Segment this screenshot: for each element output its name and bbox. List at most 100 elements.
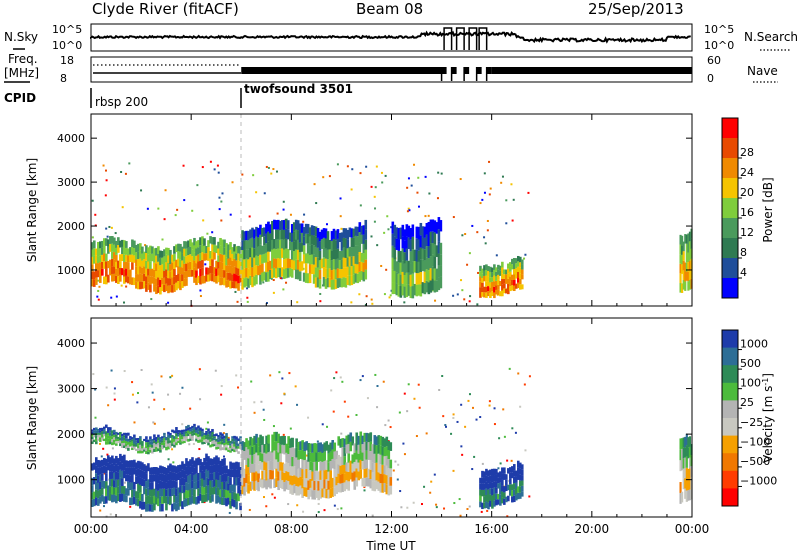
- colorbar-cell: [722, 238, 738, 259]
- heatmap-feature: [479, 255, 524, 299]
- colorbar-cell: [722, 382, 738, 401]
- velocity-data: [91, 367, 693, 518]
- y-tick-label: 4000: [57, 337, 85, 350]
- colorbar-cell: [722, 330, 738, 349]
- colorbar-tick-label: 25: [740, 396, 754, 409]
- colorbar-cell: [722, 470, 738, 489]
- beam-title: Beam 08: [356, 0, 424, 18]
- colorbar-cell: [722, 488, 738, 507]
- x-tick-label: 16:00: [474, 522, 509, 536]
- velocity-panel: 1000 2000 3000 4000 00:00 04:00 08:00 12:00 16:…: [25, 317, 777, 553]
- heatmap-feature: [241, 218, 368, 290]
- colorbar-cell: [722, 118, 738, 139]
- y-tick-label: 4000: [57, 132, 85, 145]
- velocity-colorbar: 1000 500 100 25 −25 −100 −500 −1000: [721, 329, 777, 507]
- x-tick-label: 08:00: [274, 522, 309, 536]
- freq-label-2: [MHz]: [4, 66, 39, 80]
- power-colorbar: 4 8 12 16 20 24 28: [721, 117, 754, 299]
- colorbar-cell: [722, 435, 738, 454]
- velocity-x-axis: 00:00 04:00 08:00 12:00 16:00 20:00 00:00: [74, 318, 710, 536]
- noise-right-tick-bottom: 10^0: [704, 39, 734, 52]
- colorbar-cell: [722, 138, 738, 159]
- cpid-rbsp: rbsp 200: [95, 95, 148, 109]
- x-tick-label: 04:00: [174, 522, 209, 536]
- colorbar-tick-label: −25: [740, 416, 763, 429]
- noise-left-tick-bottom: 10^0: [52, 39, 82, 52]
- colorbar-cell: [722, 347, 738, 366]
- x-tick-label: 12:00: [374, 522, 409, 536]
- power-data: [91, 160, 693, 307]
- noise-sky-line: [90, 30, 691, 44]
- colorbar-cell: [722, 198, 738, 219]
- colorbar-cell: [722, 365, 738, 384]
- station-title: Clyde River (fitACF): [92, 0, 239, 18]
- freq-label-1: Freq.: [8, 52, 38, 66]
- colorbar-tick-label: 20: [740, 186, 754, 199]
- nsky-label: N.Sky: [4, 30, 38, 44]
- colorbar-tick-label: −100: [740, 435, 770, 448]
- date-title: 25/Sep/2013: [588, 0, 684, 18]
- x-axis-label: Time UT: [365, 539, 416, 553]
- colorbar-cell: [722, 258, 738, 279]
- nave-right-tick-bottom: 0: [707, 72, 714, 85]
- velocity-y-label: Slant Range [km]: [25, 366, 39, 470]
- heatmap-feature: [241, 431, 393, 501]
- power-x-ticks: [90, 114, 693, 306]
- colorbar-cell: [722, 453, 738, 472]
- colorbar-cell: [722, 278, 738, 299]
- heatmap-feature: [391, 217, 443, 299]
- nave-label: Nave: [747, 64, 778, 78]
- y-tick-label: 3000: [57, 176, 85, 189]
- power-y-label: Slant Range [km]: [25, 158, 39, 262]
- freq-strip: Freq. [MHz] 18 8 60 0 Nave: [4, 52, 778, 85]
- y-tick-label: 1000: [57, 474, 85, 487]
- y-tick-label: 3000: [57, 383, 85, 396]
- colorbar-cell: [722, 418, 738, 437]
- colorbar-cell: [722, 218, 738, 239]
- power-y-axis: 1000 2000 3000 4000: [57, 132, 692, 277]
- colorbar-tick-label: −1000: [740, 474, 777, 487]
- x-tick-label: 00:00: [74, 522, 109, 536]
- heatmap-feature: [91, 423, 242, 455]
- colorbar-tick-label: 28: [740, 146, 754, 159]
- colorbar-cell: [722, 400, 738, 419]
- nave-right-tick-top: 60: [707, 54, 721, 67]
- heatmap-feature: [679, 433, 693, 504]
- power-colorbar-label: Power [dB]: [761, 177, 775, 242]
- x-tick-label: 20:00: [575, 522, 610, 536]
- y-tick-label: 1000: [57, 264, 85, 277]
- cpid-twofsound: twofsound 3501: [244, 82, 353, 96]
- colorbar-tick-label: 16: [740, 206, 754, 219]
- freq-left-tick-top: 18: [60, 54, 74, 67]
- noise-strip: N.Sky 10^5 10^0 10^5 10^0 N.Search: [4, 23, 798, 52]
- colorbar-tick-label: −500: [740, 455, 770, 468]
- colorbar-tick-label: 100: [740, 377, 761, 390]
- freq-left-tick-bottom: 8: [60, 72, 67, 85]
- x-tick-label: 00:00: [675, 522, 710, 536]
- velocity-colorbar-label: Velocity [m s-1]: [761, 373, 775, 463]
- colorbar-tick-label: 24: [740, 166, 754, 179]
- colorbar-cell: [722, 178, 738, 199]
- noise-search-line: [443, 27, 488, 50]
- y-tick-label: 2000: [57, 428, 85, 441]
- velocity-y-axis: 1000 2000 3000 4000: [57, 337, 692, 487]
- heatmap-feature: [479, 460, 524, 510]
- power-panel: 1000 2000 3000 4000 Slant Range [km] 4 8 12 16…: [25, 113, 775, 307]
- colorbar-tick-label: 500: [740, 357, 761, 370]
- cpid-strip: CPID rbsp 200 twofsound 3501: [4, 82, 353, 109]
- colorbar-tick-label: 12: [740, 226, 754, 239]
- heatmap-feature: [91, 453, 242, 512]
- freq-line-twofsound: [241, 67, 692, 81]
- colorbar-tick-label: 4: [740, 266, 747, 279]
- noise-left-tick-top: 10^5: [52, 23, 82, 36]
- cpid-label: CPID: [4, 91, 36, 105]
- noise-right-tick-top: 10^5: [704, 23, 734, 36]
- y-tick-label: 2000: [57, 220, 85, 233]
- heatmap-feature: [91, 236, 242, 295]
- colorbar-tick-label: 8: [740, 246, 747, 259]
- heatmap-feature: [679, 228, 693, 293]
- colorbar-cell: [722, 158, 738, 179]
- colorbar-tick-label: 1000: [740, 338, 768, 351]
- nsearch-label: N.Search: [744, 30, 798, 44]
